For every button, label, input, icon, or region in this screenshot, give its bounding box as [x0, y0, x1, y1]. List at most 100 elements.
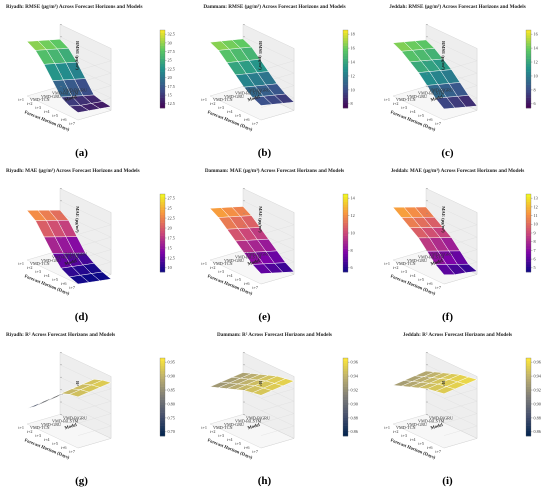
- y-axis-label: Model: [430, 422, 444, 430]
- chart-panel-f: Jeddah: MAE (µg/m³) Across Forecast Hori…: [366, 164, 549, 327]
- colorbar-tick-label: 0.94: [351, 374, 359, 379]
- surface-cell: [273, 378, 295, 387]
- z-axis-label: R²: [258, 381, 263, 386]
- colorbar-tick-label: 0.94: [534, 374, 542, 379]
- surface-plot: Jeddah: RMSE (µg/m³) Across Forecast Hor…: [384, 3, 539, 159]
- x-tick-label: t+2: [393, 101, 399, 106]
- colorbar-tick-label: 10: [351, 230, 355, 235]
- x-tick-label: t+1: [384, 261, 390, 266]
- y-tick-label: VMD-TCN: [396, 97, 416, 102]
- z-axis-label: RMSE (µg/m³): [441, 41, 446, 70]
- x-tick-label: t+3: [35, 269, 41, 274]
- surface-plot: Jeddah: MAE (µg/m³) Across Forecast Hori…: [384, 167, 538, 323]
- x-tick-label: t+2: [393, 429, 399, 434]
- x-tick-label: t+3: [401, 433, 407, 438]
- y-tick-label: VMD-BiGRU: [63, 415, 87, 420]
- chart-title: Dammam: R² Across Forecast Horizons and …: [217, 332, 332, 338]
- colorbar-tick-label: 12: [534, 204, 538, 209]
- colorbar-tick-label: 12: [351, 213, 355, 218]
- colorbar-tick-label: 6: [534, 257, 536, 262]
- axes-box: [209, 188, 295, 285]
- colorbar-tick-label: 5: [534, 265, 536, 270]
- panel-letter: (b): [258, 147, 272, 159]
- y-tick-label: VMD-TCN: [396, 261, 416, 266]
- x-tick-label: t+5: [418, 441, 424, 446]
- y-axis-label: Model: [64, 94, 78, 102]
- colorbar-tick-label: 15: [168, 93, 172, 98]
- x-tick-label: t+7: [69, 285, 75, 290]
- surface-plot: Dammam: R² Across Forecast Horizons and …: [201, 332, 359, 487]
- y-tick-label: VMD-TCN: [396, 425, 416, 430]
- colorbar-tick-label: 0.75: [168, 415, 175, 420]
- x-tick-label: t+7: [435, 449, 441, 454]
- colorbar-tick-label: 0.92: [534, 387, 541, 392]
- x-tick-label: t+7: [252, 285, 258, 290]
- colorbar-tick-label: 0.96: [351, 360, 358, 365]
- y-tick-label: VMD-GRU: [407, 94, 427, 99]
- surface-cell: [456, 376, 478, 385]
- z-axis-label: MAE (µg/m³): [258, 206, 263, 233]
- surface-cell: [273, 93, 295, 104]
- x-tick-label: t+6: [61, 117, 67, 122]
- surface-cell: [274, 262, 295, 273]
- y-tick-label: VMD-GRU: [407, 422, 427, 427]
- colorbar-tick-label: 10: [534, 222, 538, 227]
- x-tick-label: t+3: [35, 105, 41, 110]
- colorbar-tick-label: 8: [534, 239, 536, 244]
- chart-panel-b: Dammam: RMSE (µg/m³) Across Forecast Hor…: [183, 0, 366, 163]
- x-tick-label: t+6: [244, 281, 250, 286]
- colorbar: 0.86 0.88 0.90 0.92 0.94 0.96: [342, 357, 359, 437]
- x-tick-label: t+5: [418, 277, 424, 282]
- surface-mesh: [26, 39, 112, 113]
- y-tick-label: VMD-GRU: [224, 94, 244, 99]
- surface-plot: Jeddah: R² Across Forecast Horizons and …: [384, 332, 542, 487]
- x-tick-label: t+5: [235, 277, 241, 282]
- chart-title: Jeddah: R² Across Forecast Horizons and …: [403, 332, 512, 338]
- x-tick-label: t+5: [52, 441, 58, 446]
- colorbar-tick-label: 8: [534, 87, 536, 92]
- colorbar: 6 8 10 12 14: [342, 193, 356, 273]
- y-axis-label: Model: [430, 258, 444, 266]
- panel-letter: (a): [75, 147, 88, 159]
- colorbar-tick-label: 14: [351, 59, 356, 64]
- colorbar-tick-label: 0.90: [351, 401, 358, 406]
- chart-title: Riyadh: RMSE (µg/m³) Across Forecast Hor…: [6, 3, 143, 10]
- panel-letter: (d): [75, 311, 89, 323]
- y-tick-label: VMD-GRU: [407, 258, 427, 263]
- x-tick-label: t+3: [35, 433, 41, 438]
- surface-plot: Riyadh: R² Across Forecast Horizons and …: [6, 332, 175, 487]
- colorbar: 12.5 15 17.5 20 22.5 25 27.5 30 32.5: [159, 29, 175, 109]
- chart-panel-g: Riyadh: R² Across Forecast Horizons and …: [0, 328, 183, 491]
- colorbar-tick-label: 25: [168, 206, 172, 211]
- y-axis-label: Model: [247, 94, 261, 102]
- chart-panel-i: Jeddah: R² Across Forecast Horizons and …: [366, 328, 549, 491]
- colorbar-tick-label: 0.96: [534, 360, 541, 365]
- panel-letter: (e): [258, 311, 271, 323]
- colorbar: 10 12.5 15 17.5 20 22.5 25 27.5: [159, 193, 175, 273]
- colorbar-tick-label: 10: [351, 87, 355, 92]
- x-tick-label: t+7: [252, 449, 258, 454]
- x-tick-label: t+3: [401, 269, 407, 274]
- x-tick-label: t+4: [410, 437, 417, 442]
- y-axis-label: Model: [247, 422, 261, 430]
- colorbar-tick-label: 0.90: [534, 401, 541, 406]
- colorbar: 6 8 10 12 14 16: [525, 29, 539, 109]
- x-tick-label: t+7: [435, 121, 441, 126]
- x-tick-label: t+4: [410, 273, 417, 278]
- panel-letter: (i): [442, 475, 453, 487]
- colorbar-tick-label: 0.70: [168, 429, 175, 434]
- y-tick-label: VMD-BiGRU: [63, 251, 87, 256]
- surface-cell: [90, 271, 112, 281]
- colorbar-tick-label: 7: [534, 248, 536, 253]
- surface-mesh: [392, 39, 478, 110]
- colorbar-tick-label: 0.86: [351, 429, 358, 434]
- x-tick-label: t+4: [410, 109, 417, 114]
- colorbar-tick-label: 17.5: [168, 84, 175, 89]
- colorbar-tick-label: 11: [534, 213, 538, 218]
- x-tick-label: t+5: [52, 113, 58, 118]
- x-tick-label: t+7: [69, 121, 75, 126]
- x-tick-label: t+1: [384, 97, 390, 102]
- colorbar-tick-label: 22.5: [168, 66, 175, 71]
- colorbar-tick-label: 18: [351, 32, 355, 37]
- colorbar-tick-label: 8: [351, 101, 353, 106]
